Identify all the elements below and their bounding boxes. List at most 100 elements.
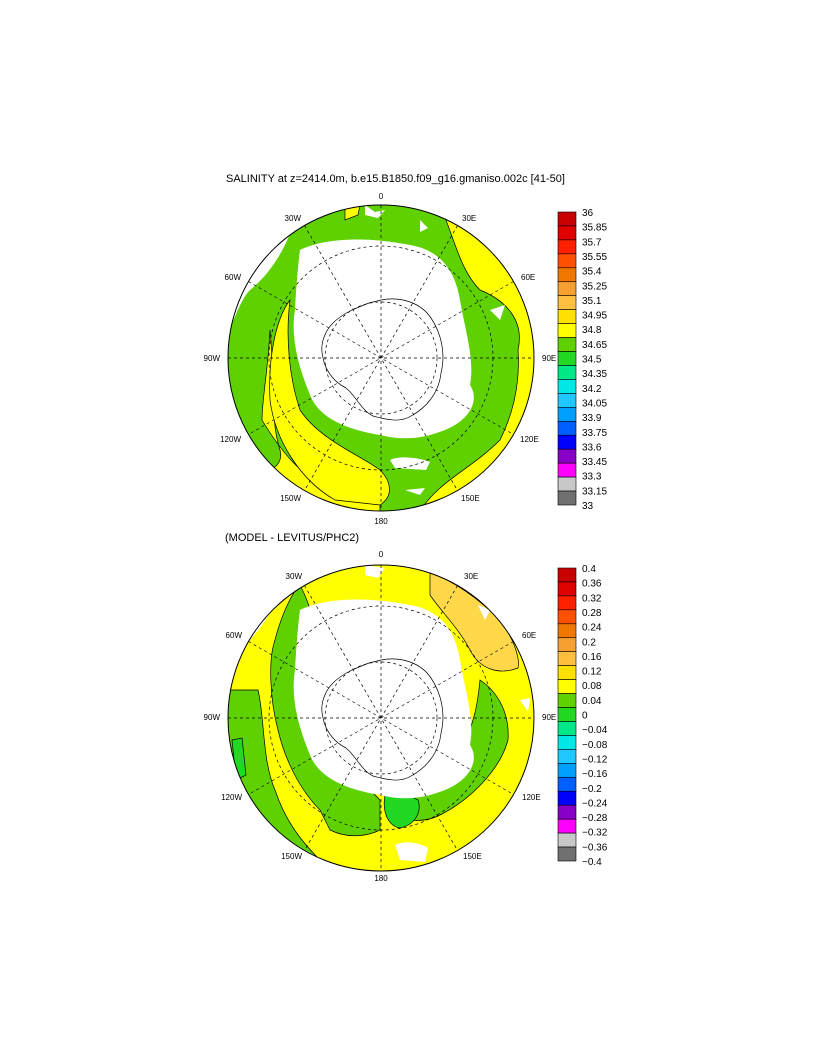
colorbar-label: 34.5: [582, 355, 602, 366]
colorbar-swatch: [557, 309, 577, 324]
colorbar-label: −0.04: [582, 725, 608, 736]
panel1-colorbar: 36 35.85 35.7 35.55 35.4 35.25 35.1 34.95 34.8 34…: [557, 208, 607, 512]
colorbar-label: −0.4: [582, 857, 602, 868]
colorbar-label: 34.2: [582, 384, 602, 395]
colorbar-swatch: [557, 776, 577, 792]
colorbar-swatch: [557, 462, 577, 478]
colorbar-swatch: [557, 393, 577, 408]
colorbar-swatch: [557, 623, 577, 639]
colorbar-swatch: [557, 490, 577, 506]
colorbar-label: 0.08: [582, 681, 602, 692]
colorbar-label: 0.32: [582, 593, 602, 604]
panel1-graticule: [228, 205, 534, 511]
colorbar-label: 35.1: [582, 296, 602, 307]
colorbar-swatch: [557, 476, 577, 492]
colorbar-label: −0.28: [582, 813, 608, 824]
colorbar-label: 0.12: [582, 667, 602, 678]
colorbar-swatch: [557, 407, 577, 422]
colorbar-label: 33.75: [582, 428, 607, 439]
colorbar-label: 0.04: [582, 696, 602, 707]
colorbar-swatch: [557, 749, 577, 764]
lon-label-60e: 60E: [521, 273, 535, 282]
panel2-lon-labels: 0 30E 60E 90E 120E 150E 180 150W 120W 90…: [204, 550, 557, 883]
colorbar-swatch: [557, 267, 577, 283]
lon-label-120w: 120W: [220, 435, 241, 444]
colorbar-swatch: [557, 832, 577, 848]
lon-label-60e: 60E: [522, 631, 536, 640]
colorbar-label: 35.85: [582, 223, 607, 234]
colorbar-label: −0.2: [582, 784, 602, 795]
colorbar-label: 35.55: [582, 252, 607, 263]
colorbar-swatch: [557, 379, 577, 394]
colorbar-label: −0.32: [582, 828, 608, 839]
colorbar-label: 0.4: [582, 564, 596, 575]
colorbar-swatch: [557, 365, 577, 380]
lon-label-150w: 150W: [280, 494, 301, 503]
lon-label-180: 180: [374, 874, 388, 883]
colorbar-swatch: [557, 609, 577, 625]
colorbar-swatch: [557, 679, 577, 694]
colorbar-label: 34.65: [582, 340, 607, 351]
lon-label-150e: 150E: [461, 494, 480, 503]
colorbar-swatch: [557, 281, 577, 297]
panel2-title: (MODEL - LEVITUS/PHC2): [225, 532, 360, 544]
colorbar-label: −0.16: [582, 769, 608, 780]
colorbar-label: 0.16: [582, 652, 602, 663]
lon-label-90e: 90E: [542, 713, 556, 722]
colorbar-label: 34.35: [582, 369, 607, 380]
colorbar-label: 0.24: [582, 623, 602, 634]
colorbar-label: 0.28: [582, 608, 602, 619]
colorbar-swatch: [557, 581, 577, 597]
colorbar-label: 33: [582, 501, 594, 512]
colorbar-swatch: [557, 239, 577, 255]
lon-label-90e: 90E: [542, 354, 556, 363]
colorbar-swatch: [557, 818, 577, 834]
colorbar-swatch: [557, 337, 577, 352]
colorbar-label: 33.45: [582, 457, 607, 468]
colorbar-label: 33.6: [582, 442, 602, 453]
lon-label-30w: 30W: [285, 214, 302, 223]
lon-label-180: 180: [374, 517, 388, 526]
lon-label-90w: 90W: [204, 354, 221, 363]
colorbar-label: 34.95: [582, 311, 607, 322]
lon-label-150e: 150E: [463, 852, 482, 861]
colorbar-swatch: [557, 434, 577, 450]
colorbar-label: 34.05: [582, 398, 607, 409]
colorbar-swatch: [557, 790, 577, 806]
lon-label-120e: 120E: [520, 435, 539, 444]
colorbar-swatch: [557, 253, 577, 269]
colorbar-label: 33.3: [582, 472, 602, 483]
colorbar-swatch: [557, 846, 577, 862]
colorbar-swatch: [557, 763, 577, 778]
lon-label-90w: 90W: [204, 713, 221, 722]
colorbar-label: −0.36: [582, 842, 608, 853]
colorbar-label: −0.08: [582, 740, 608, 751]
colorbar-swatch: [557, 420, 577, 436]
colorbar-label: 35.25: [582, 281, 607, 292]
colorbar-swatch: [557, 595, 577, 611]
panel2-graticule: [228, 565, 534, 871]
panel2-colorbar: 0.4 0.36 0.32 0.28 0.24 0.2 0.16 0.12 0.08 0.04 0 −…: [557, 564, 608, 868]
colorbar-swatch: [557, 804, 577, 820]
colorbar-label: 0.2: [582, 637, 596, 648]
colorbar-label: 0: [582, 711, 588, 722]
lon-label-30w: 30W: [286, 572, 303, 581]
lon-label-60w: 60W: [225, 273, 242, 282]
colorbar-swatch: [557, 735, 577, 750]
lon-label-0: 0: [379, 550, 384, 559]
colorbar-label: 35.4: [582, 267, 602, 278]
colorbar-label: 34.8: [582, 325, 602, 336]
colorbar-swatch: [557, 693, 577, 708]
colorbar-swatch: [557, 295, 577, 310]
colorbar-label: 33.9: [582, 413, 602, 424]
colorbar-label: 35.7: [582, 237, 602, 248]
colorbar-swatch: [557, 567, 577, 583]
colorbar-swatch: [557, 448, 577, 464]
lon-label-0: 0: [379, 192, 384, 201]
colorbar-swatch: [557, 637, 577, 653]
colorbar-label: 33.15: [582, 486, 607, 497]
colorbar-swatch: [557, 323, 577, 338]
lon-label-30e: 30E: [462, 214, 476, 223]
panel1-lon-labels: 0 30E 60E 90E 120E 150E 180 150W 120W 90…: [204, 192, 557, 526]
